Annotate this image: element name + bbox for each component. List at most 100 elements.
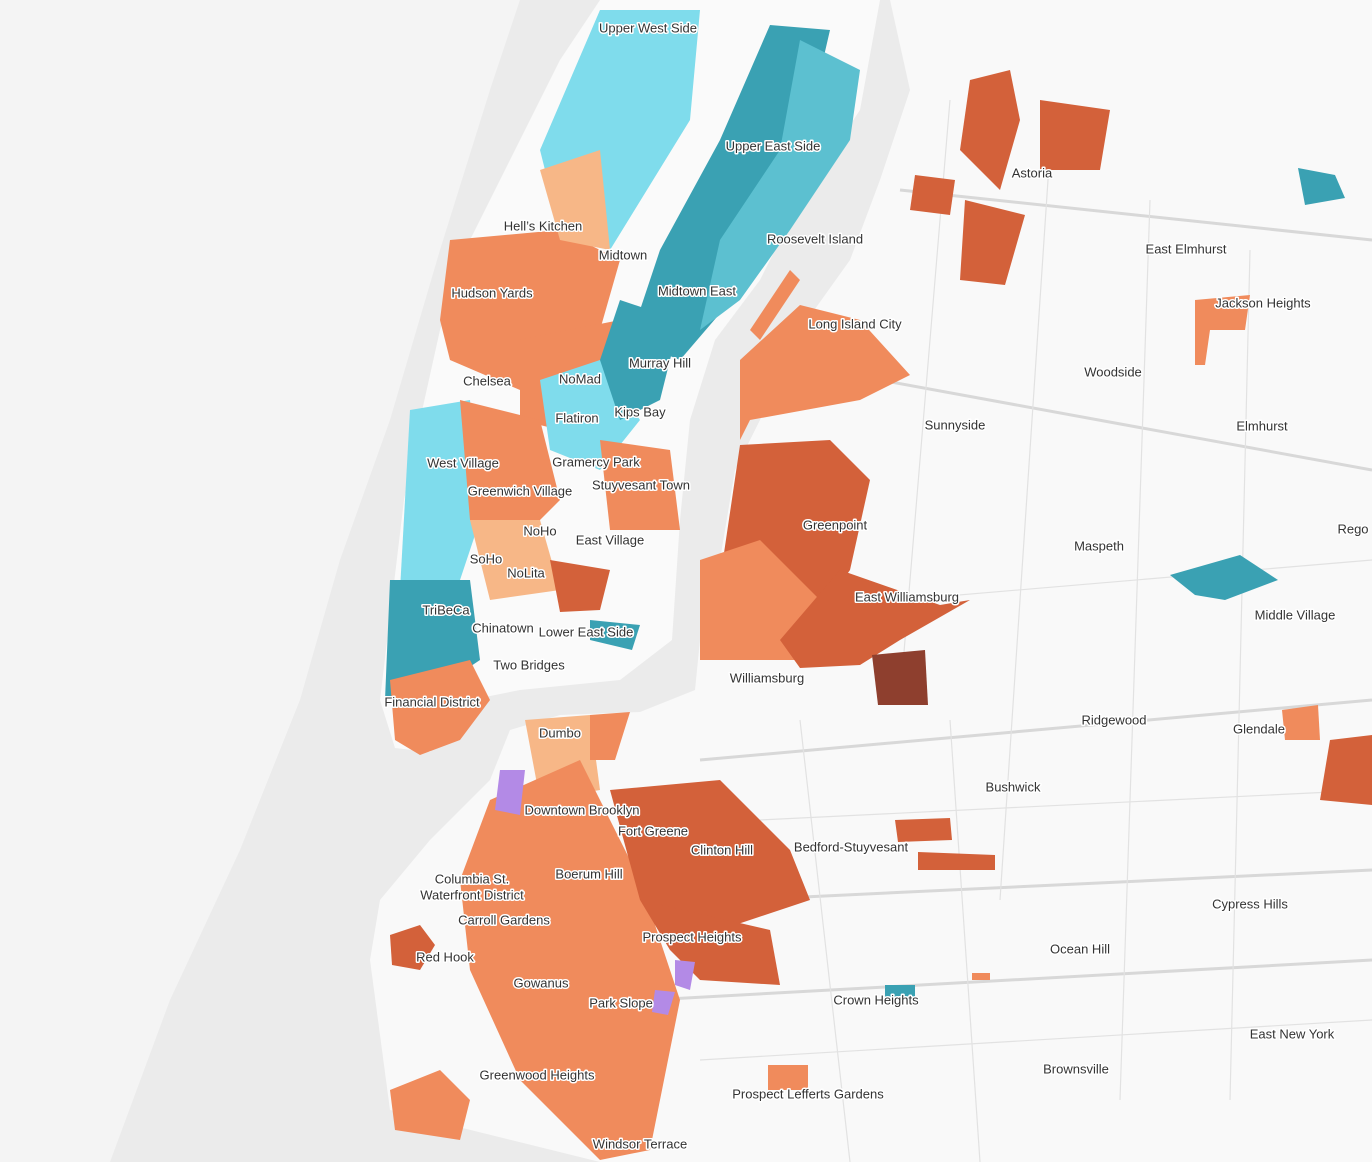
place-label: Astoria xyxy=(1012,165,1053,180)
place-label: Carroll Gardens xyxy=(458,912,550,927)
area xyxy=(675,960,695,990)
area xyxy=(910,175,955,215)
place-label: Middle Village xyxy=(1255,607,1336,622)
area xyxy=(550,560,610,612)
place-label: Gramercy Park xyxy=(552,454,640,469)
place-label: Midtown East xyxy=(658,283,736,298)
place-label: Brownsville xyxy=(1043,1061,1109,1076)
place-label: West Village xyxy=(427,455,499,470)
place-label: Roosevelt Island xyxy=(767,231,863,246)
place-label: Williamsburg xyxy=(730,670,804,685)
area xyxy=(1282,705,1320,740)
place-label: TriBeCa xyxy=(422,602,470,617)
place-label: East Elmhurst xyxy=(1146,241,1227,256)
area xyxy=(600,300,680,420)
area xyxy=(885,985,915,1000)
place-label: Downtown Brooklyn xyxy=(525,802,640,817)
place-label: Windsor Terrace xyxy=(593,1136,687,1151)
place-label: Midtown xyxy=(599,247,647,262)
place-label: Greenpoint xyxy=(803,517,868,532)
place-label: Elmhurst xyxy=(1236,418,1288,433)
place-label: Hudson Yards xyxy=(451,285,533,300)
place-label: East Williamsburg xyxy=(855,589,959,604)
place-label: Stuyvesant Town xyxy=(592,477,690,492)
area xyxy=(960,200,1025,285)
area xyxy=(872,650,928,705)
place-label: NoHo xyxy=(523,523,556,538)
area xyxy=(390,925,435,970)
area xyxy=(1170,555,1278,600)
area xyxy=(640,900,780,985)
area xyxy=(440,230,620,390)
area xyxy=(400,400,480,590)
area xyxy=(652,990,675,1015)
place-label: Clinton Hill xyxy=(691,842,753,857)
area xyxy=(960,70,1020,190)
place-label: Columbia St. xyxy=(435,871,509,886)
place-label: East Village xyxy=(576,532,644,547)
place-label: Greenwood Heights xyxy=(480,1067,595,1082)
place-label: Chelsea xyxy=(463,373,511,388)
streets xyxy=(649,99,1372,1162)
place-label: SoHo xyxy=(470,551,503,566)
place-label: Fort Greene xyxy=(618,823,688,838)
area xyxy=(1195,295,1250,365)
area xyxy=(390,1070,470,1140)
place-label: Two Bridges xyxy=(493,657,565,672)
place-label: Lower East Side xyxy=(539,624,634,639)
place-label: Upper East Side xyxy=(726,138,821,153)
place-label: Ridgewood xyxy=(1081,712,1146,727)
area xyxy=(630,25,830,360)
area xyxy=(470,520,560,600)
area xyxy=(495,770,525,815)
place-label: Upper West Side xyxy=(599,20,697,35)
place-label: NoLita xyxy=(507,565,545,580)
place-label: Gowanus xyxy=(514,975,569,990)
place-label: Ocean Hill xyxy=(1050,941,1110,956)
place-label: Maspeth xyxy=(1074,538,1124,553)
area xyxy=(610,780,810,930)
area xyxy=(460,760,680,1160)
place-label: Waterfront District xyxy=(420,887,524,902)
areas xyxy=(385,10,1372,1160)
place-label: Jackson Heights xyxy=(1215,295,1311,310)
place-label: NoMad xyxy=(559,371,601,386)
area xyxy=(600,440,680,530)
area xyxy=(390,660,490,755)
place-label: Park Slope xyxy=(589,995,653,1010)
place-label: Crown Heights xyxy=(833,992,919,1007)
place-label: Bushwick xyxy=(986,779,1041,794)
place-label: Prospect Lefferts Gardens xyxy=(732,1086,884,1101)
place-label: Flatiron xyxy=(555,410,598,425)
place-label: Chinatown xyxy=(472,620,533,635)
area xyxy=(1298,168,1345,205)
area xyxy=(918,852,995,870)
place-label: Bedford-Stuyvesant xyxy=(794,839,909,854)
place-label: Rego xyxy=(1337,521,1368,536)
area xyxy=(740,305,910,440)
place-label: Red Hook xyxy=(416,949,474,964)
area xyxy=(590,712,630,760)
place-label: Cypress Hills xyxy=(1212,896,1288,911)
place-label: Dumbo xyxy=(539,725,581,740)
new-jersey-land xyxy=(0,0,520,1162)
place-label: Prospect Heights xyxy=(643,929,742,944)
place-label: Woodside xyxy=(1084,364,1142,379)
place-label: Financial District xyxy=(384,694,480,709)
place-label: Sunnyside xyxy=(925,417,986,432)
area xyxy=(1320,735,1372,805)
area xyxy=(768,1065,808,1090)
area xyxy=(700,40,860,330)
place-label: Kips Bay xyxy=(614,404,666,419)
area xyxy=(780,570,970,668)
place-label: Greenwich Village xyxy=(468,483,573,498)
area xyxy=(590,620,640,650)
area xyxy=(1040,100,1110,170)
place-label: East New York xyxy=(1250,1026,1335,1041)
area xyxy=(895,818,952,842)
place-label: Long Island City xyxy=(808,316,902,331)
area xyxy=(750,270,800,340)
place-label: Hell’s Kitchen xyxy=(504,218,583,233)
place-label: Murray Hill xyxy=(629,355,691,370)
